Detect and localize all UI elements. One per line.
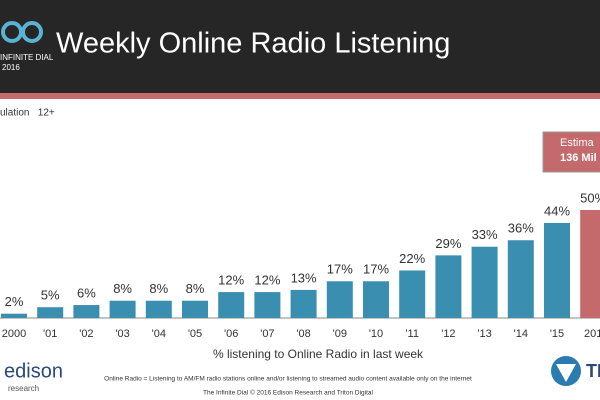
value-label: 8% xyxy=(149,281,168,296)
x-tick-label: '04 xyxy=(152,328,166,340)
logo-mark xyxy=(1,21,43,43)
triton-mark xyxy=(556,364,576,382)
credit: The Infinite Dial © 2016 Edison Research… xyxy=(203,389,373,397)
bar xyxy=(145,300,172,318)
bar xyxy=(1,313,27,318)
x-tick-label: '01 xyxy=(43,328,57,340)
edison-sub: research xyxy=(8,384,39,393)
bar xyxy=(399,270,426,318)
bar xyxy=(580,210,600,318)
value-label: 50% xyxy=(580,190,600,205)
subtitle: ulation 12+ xyxy=(0,108,55,119)
x-tick-label: '09 xyxy=(333,328,347,340)
value-label: 36% xyxy=(508,221,534,236)
logo-text: INFINITE DIAL xyxy=(0,53,54,62)
value-label: 44% xyxy=(544,203,570,218)
bar xyxy=(435,255,462,318)
chart-title: Weekly Online Radio Listening xyxy=(56,28,450,60)
estimate-box xyxy=(542,131,600,173)
value-label: 17% xyxy=(327,262,353,277)
value-label: 33% xyxy=(472,227,498,242)
x-tick-label: 201 xyxy=(584,328,600,340)
logo-year: 2016 xyxy=(2,63,20,72)
x-tick-label: '02 xyxy=(79,328,93,340)
x-tick-label: '05 xyxy=(188,328,202,340)
x-tick-label: 2000 xyxy=(2,328,26,340)
x-tick-label: '13 xyxy=(477,328,491,340)
triton-logo: TR xyxy=(586,361,600,381)
value-label: 12% xyxy=(218,273,244,288)
value-label: 13% xyxy=(291,270,317,285)
bar xyxy=(326,281,353,318)
bar xyxy=(109,300,136,318)
value-label: 22% xyxy=(399,251,425,266)
x-tick-label: '11 xyxy=(405,328,419,340)
header-band xyxy=(0,0,600,93)
bar xyxy=(254,292,281,318)
value-label: 6% xyxy=(77,285,96,300)
value-label: 12% xyxy=(254,273,280,288)
header-stripe xyxy=(0,93,600,99)
x-tick-label: '06 xyxy=(224,328,238,340)
value-label: 8% xyxy=(113,281,132,296)
bar xyxy=(182,300,208,318)
bar xyxy=(37,307,64,318)
value-label: 5% xyxy=(41,288,60,303)
x-tick-label: '03 xyxy=(115,328,129,340)
value-label: 8% xyxy=(186,281,205,296)
x-tick-label: '15 xyxy=(550,328,564,340)
bar xyxy=(471,246,498,318)
value-label: 17% xyxy=(363,262,389,277)
estimate-line: Estima xyxy=(560,137,595,149)
bar xyxy=(73,305,100,318)
estimate-line: 136 Mil xyxy=(560,152,597,164)
x-tick-label: '07 xyxy=(260,328,274,340)
x-tick-label: '08 xyxy=(296,328,310,340)
x-tick-label: '10 xyxy=(369,328,383,340)
x-tick-label: '14 xyxy=(514,328,528,340)
bar xyxy=(363,281,389,318)
bar xyxy=(507,240,534,318)
bar xyxy=(218,292,245,318)
value-label: 2% xyxy=(5,294,24,309)
bar xyxy=(544,222,570,318)
x-axis-title: % listening to Online Radio in last week xyxy=(213,347,424,361)
footnote: Online Radio = Listening to AM/FM radio … xyxy=(104,376,472,383)
edison-logo: edison xyxy=(4,360,63,382)
x-tick-label: '12 xyxy=(441,328,455,340)
value-label: 29% xyxy=(435,236,461,251)
bar xyxy=(290,289,317,318)
